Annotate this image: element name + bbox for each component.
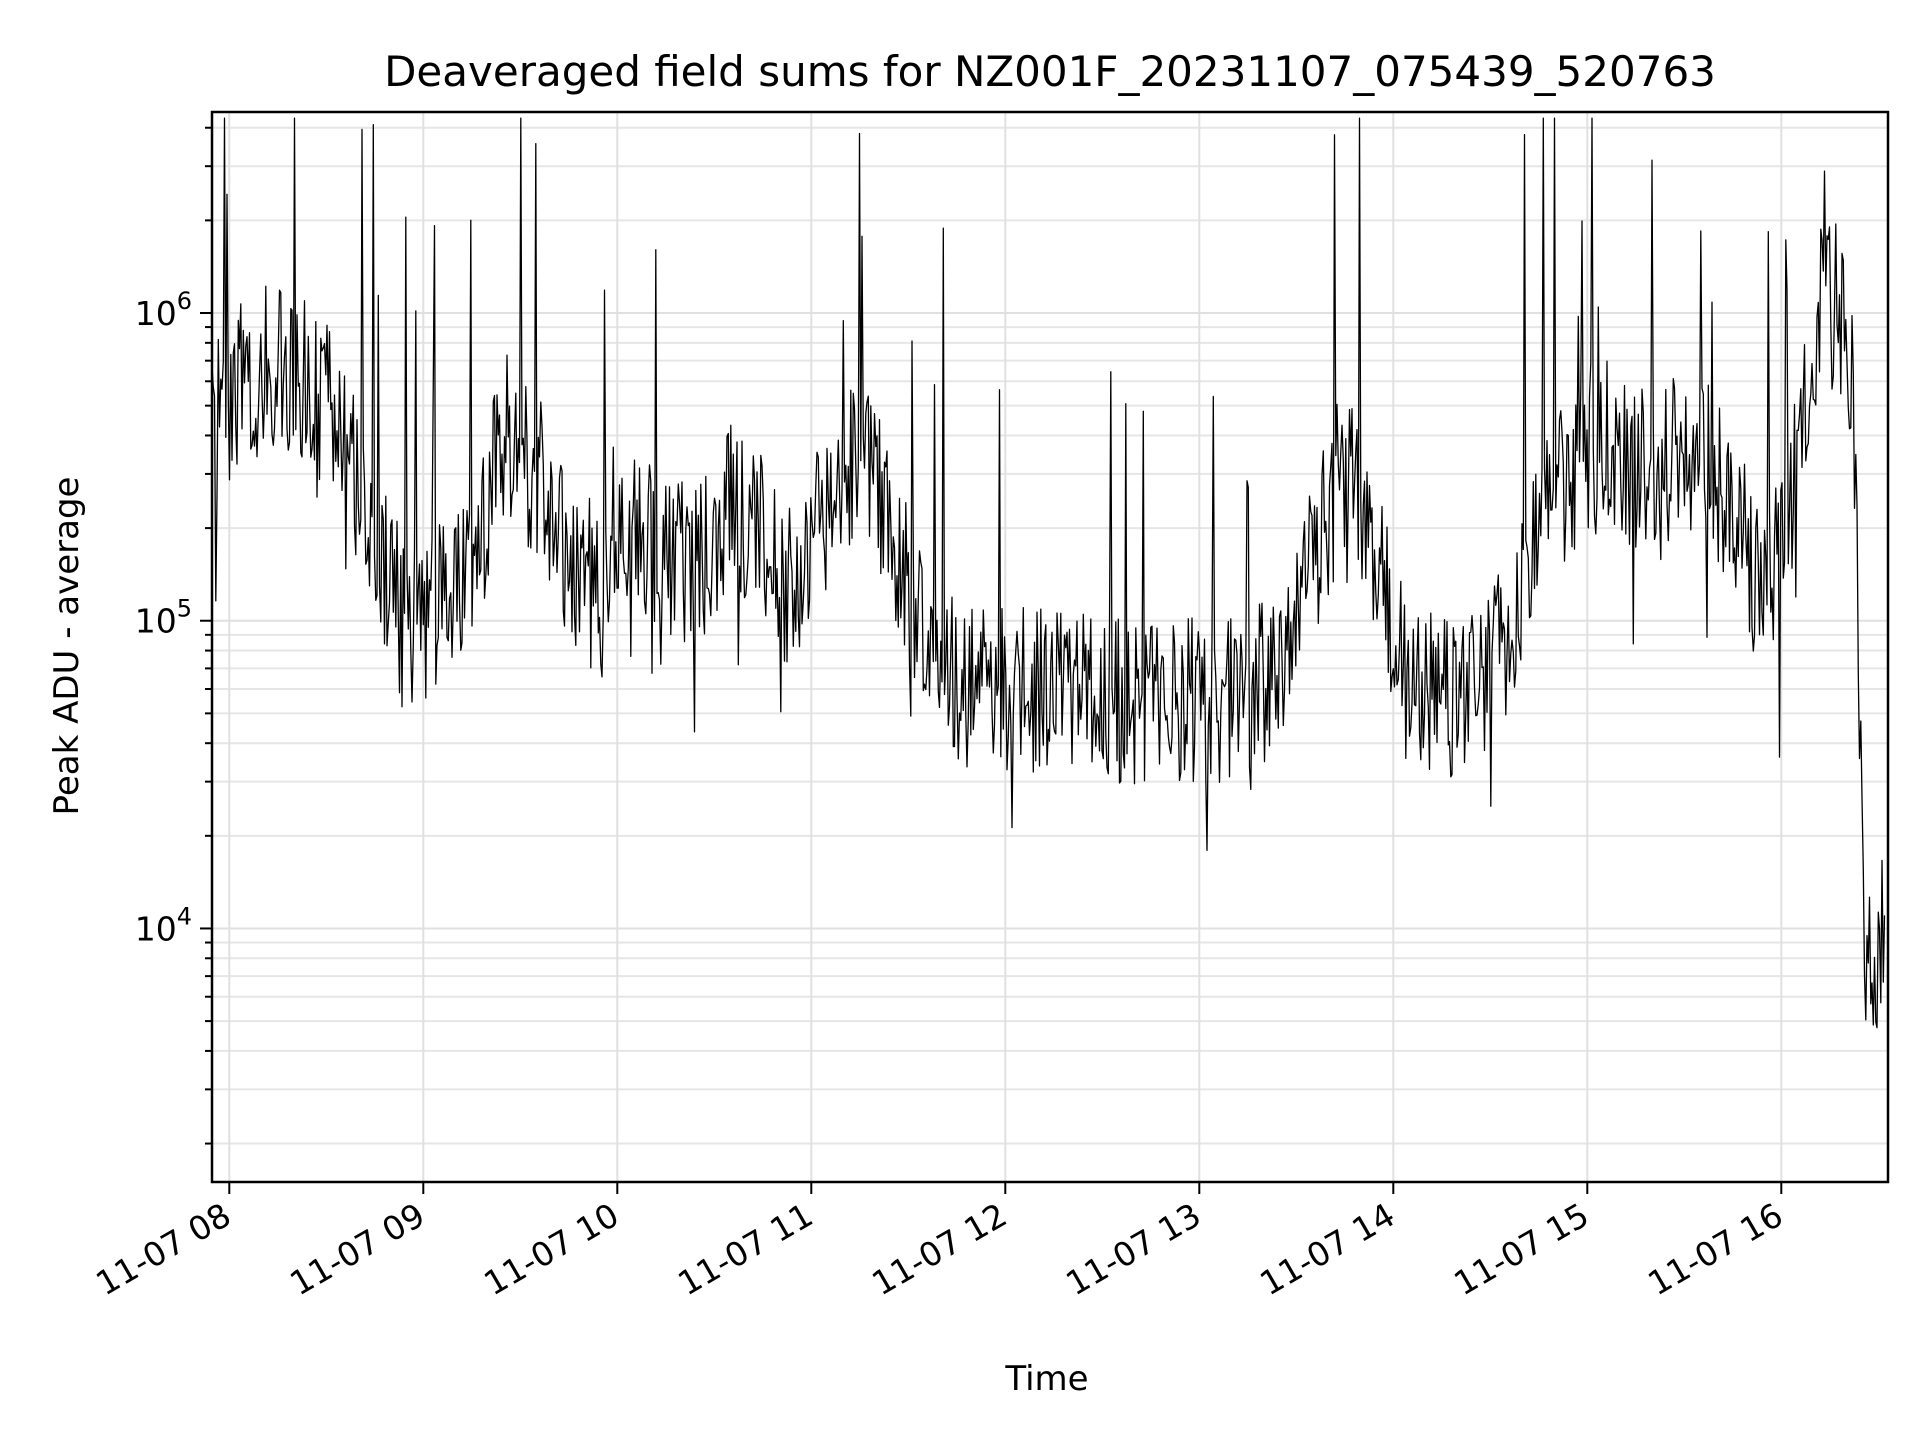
y-axis-label: Peak ADU - average — [47, 477, 87, 816]
plot-area — [212, 117, 1886, 1029]
y-tick-exponent: 6 — [177, 287, 192, 315]
axes-frame — [210, 110, 1890, 1184]
grid — [212, 112, 1888, 1182]
y-tick-exponent: 5 — [177, 595, 192, 623]
y-tick-exponent: 4 — [177, 902, 192, 930]
x-axis-label: Time — [1004, 1359, 1088, 1399]
y-tick-label: 104 — [135, 902, 192, 948]
chart-title: Deaveraged field sums for NZ001F_2023110… — [384, 47, 1716, 96]
series-line — [212, 117, 1886, 1029]
y-tick-label: 105 — [135, 595, 192, 641]
y-tick-base: 10 — [135, 909, 177, 948]
y-tick-base: 10 — [135, 602, 177, 641]
y-tick-base: 10 — [135, 294, 177, 333]
y-tick-label: 106 — [135, 287, 192, 333]
